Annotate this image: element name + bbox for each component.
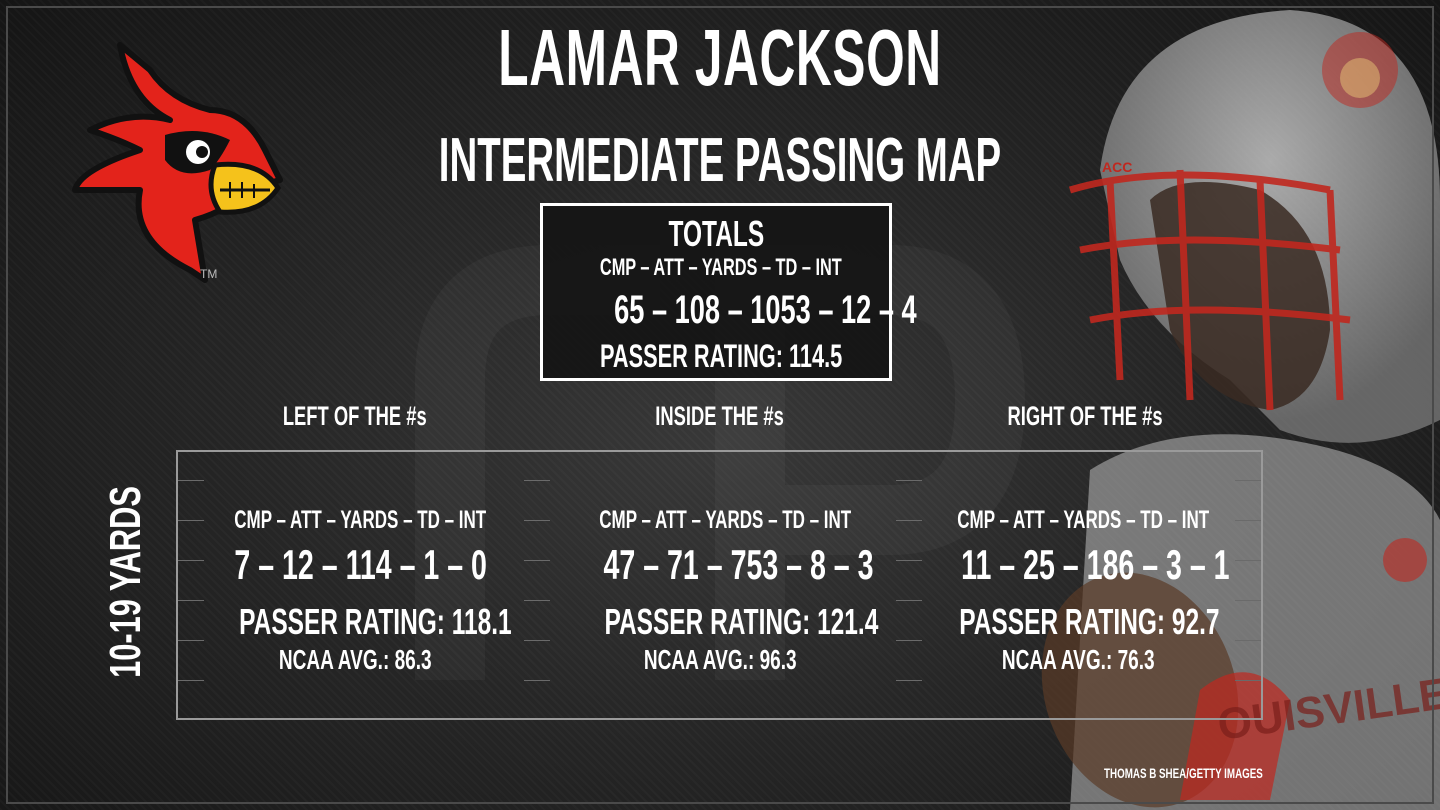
totals-passer-rating: PASSER RATING: 114.5 [600, 338, 843, 374]
hash-mark [524, 480, 550, 481]
cell-stat-values: 11 – 25 – 186 – 3 – 1 [961, 541, 1230, 588]
svg-text:ACC: ACC [1102, 159, 1132, 175]
cell-ncaa-avg: NCAA AVG.: 86.3 [278, 644, 432, 675]
cell-passer-rating: PASSER RATING: 118.1 [239, 601, 512, 642]
hash-mark [178, 600, 204, 601]
totals-heading: TOTALS [668, 213, 764, 254]
column-header-inside: INSIDE THE #s [655, 401, 785, 431]
hash-mark [1235, 480, 1261, 481]
totals-box: TOTALS CMP – ATT – YARDS – TD – INT 65 –… [540, 203, 917, 381]
photo-credit: THOMAS B SHEA/GETTY IMAGES [1104, 765, 1263, 781]
totals-stat-values: 65 – 108 – 1053 – 12 – 4 [614, 288, 917, 332]
cell-stat-values: 7 – 12 – 114 – 1 – 0 [234, 541, 487, 588]
player-photo: ACC OUISVILLE [1041, 10, 1440, 810]
hash-mark [896, 680, 922, 681]
cell-stat-labels: CMP – ATT – YARDS – TD – INT [957, 506, 1210, 534]
totals-stat-labels: CMP – ATT – YARDS – TD – INT [599, 254, 842, 281]
hash-mark [178, 560, 204, 561]
hash-mark [524, 680, 550, 681]
field-zone-box [176, 450, 1263, 720]
column-header-left: LEFT OF THE #s [283, 401, 427, 431]
hash-mark [896, 520, 922, 521]
hash-mark [896, 480, 922, 481]
hash-mark [524, 520, 550, 521]
cell-stat-labels: CMP – ATT – YARDS – TD – INT [599, 506, 852, 534]
hash-mark [524, 640, 550, 641]
hash-mark [1235, 520, 1261, 521]
page-title: LAMAR JACKSON [498, 13, 942, 102]
hash-mark [178, 640, 204, 641]
hash-mark [1235, 640, 1261, 641]
cell-passer-rating: PASSER RATING: 121.4 [604, 601, 879, 642]
hash-mark [178, 480, 204, 481]
hash-mark [896, 600, 922, 601]
cell-ncaa-avg: NCAA AVG.: 76.3 [1001, 644, 1155, 675]
hash-mark [1235, 680, 1261, 681]
column-header-right: RIGHT OF THE #s [1007, 401, 1163, 431]
cell-stat-labels: CMP – ATT – YARDS – TD – INT [234, 506, 487, 534]
hash-mark [1235, 600, 1261, 601]
cell-ncaa-avg: NCAA AVG.: 96.3 [643, 644, 797, 675]
cell-passer-rating: PASSER RATING: 92.7 [959, 601, 1220, 642]
hash-mark [524, 600, 550, 601]
row-label: 10-19 YARDS [101, 486, 150, 678]
cardinal-logo-icon: TM [72, 42, 283, 283]
hash-mark [178, 680, 204, 681]
hash-mark [524, 560, 550, 561]
hash-mark [896, 640, 922, 641]
cell-stat-values: 47 – 71 – 753 – 8 – 3 [603, 541, 874, 588]
hash-mark [178, 520, 204, 521]
hash-mark [896, 560, 922, 561]
trademark-text: TM [200, 267, 217, 281]
hash-mark [1235, 560, 1261, 561]
page-subtitle: INTERMEDIATE PASSING MAP [438, 126, 1002, 195]
